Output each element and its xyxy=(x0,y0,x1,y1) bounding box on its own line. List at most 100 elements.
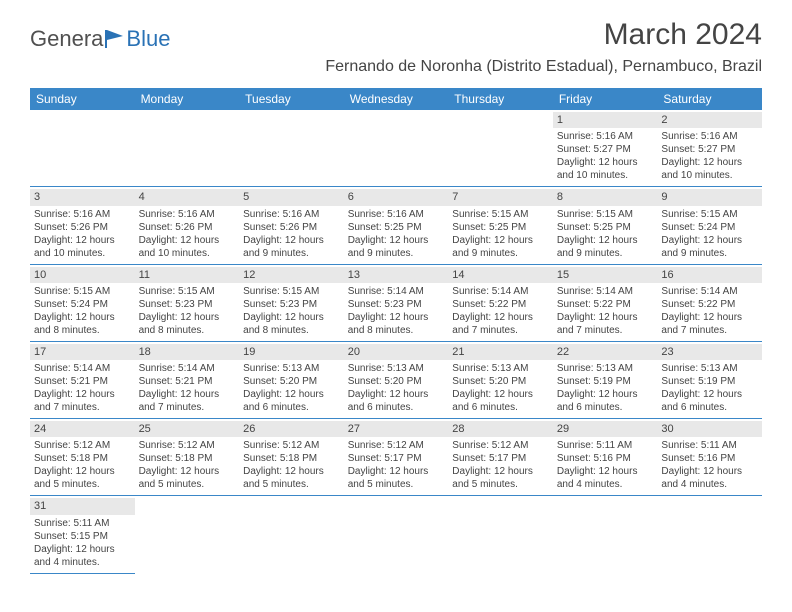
weekday-header: SundayMondayTuesdayWednesdayThursdayFrid… xyxy=(30,88,762,110)
day-cell: 28Sunrise: 5:12 AMSunset: 5:17 PMDayligh… xyxy=(448,419,553,496)
sunset-line: Sunset: 5:22 PM xyxy=(661,298,758,311)
sunset-line: Sunset: 5:26 PM xyxy=(34,221,131,234)
sunset-line: Sunset: 5:16 PM xyxy=(557,452,654,465)
sunset-line: Sunset: 5:16 PM xyxy=(661,452,758,465)
sunrise-line: Sunrise: 5:15 AM xyxy=(243,285,340,298)
day-number: 5 xyxy=(239,189,344,205)
sunset-line: Sunset: 5:18 PM xyxy=(34,452,131,465)
sunset-line: Sunset: 5:25 PM xyxy=(348,221,445,234)
sunset-line: Sunset: 5:27 PM xyxy=(661,143,758,156)
day-cell: 8Sunrise: 5:15 AMSunset: 5:25 PMDaylight… xyxy=(553,187,658,264)
day-number: 9 xyxy=(657,189,762,205)
day-cell: 29Sunrise: 5:11 AMSunset: 5:16 PMDayligh… xyxy=(553,419,658,496)
sunrise-line: Sunrise: 5:15 AM xyxy=(452,208,549,221)
sunrise-line: Sunrise: 5:14 AM xyxy=(139,362,236,375)
daylight-line: Daylight: 12 hours and 5 minutes. xyxy=(348,465,445,491)
daylight-line: Daylight: 12 hours and 4 minutes. xyxy=(661,465,758,491)
sunset-line: Sunset: 5:23 PM xyxy=(139,298,236,311)
day-cell: 2Sunrise: 5:16 AMSunset: 5:27 PMDaylight… xyxy=(657,110,762,187)
sunset-line: Sunset: 5:20 PM xyxy=(243,375,340,388)
sunset-line: Sunset: 5:20 PM xyxy=(348,375,445,388)
daylight-line: Daylight: 12 hours and 7 minutes. xyxy=(34,388,131,414)
day-number: 18 xyxy=(135,344,240,360)
daylight-line: Daylight: 12 hours and 6 minutes. xyxy=(661,388,758,414)
day-cell: 6Sunrise: 5:16 AMSunset: 5:25 PMDaylight… xyxy=(344,187,449,264)
day-number: 17 xyxy=(30,344,135,360)
sunrise-line: Sunrise: 5:14 AM xyxy=(661,285,758,298)
empty-cell xyxy=(239,110,344,187)
daylight-line: Daylight: 12 hours and 9 minutes. xyxy=(348,234,445,260)
day-cell: 27Sunrise: 5:12 AMSunset: 5:17 PMDayligh… xyxy=(344,419,449,496)
weekday-label: Sunday xyxy=(30,88,135,110)
header: Genera Blue March 2024 Fernando de Noron… xyxy=(0,0,792,82)
sunrise-line: Sunrise: 5:14 AM xyxy=(348,285,445,298)
day-number: 24 xyxy=(30,421,135,437)
sunrise-line: Sunrise: 5:13 AM xyxy=(661,362,758,375)
day-cell: 20Sunrise: 5:13 AMSunset: 5:20 PMDayligh… xyxy=(344,342,449,419)
brand-part1: Genera xyxy=(30,26,103,52)
day-number: 11 xyxy=(135,267,240,283)
daylight-line: Daylight: 12 hours and 9 minutes. xyxy=(243,234,340,260)
sunset-line: Sunset: 5:21 PM xyxy=(139,375,236,388)
weekday-label: Friday xyxy=(553,88,658,110)
day-cell: 23Sunrise: 5:13 AMSunset: 5:19 PMDayligh… xyxy=(657,342,762,419)
day-cell: 14 Sunrise: 5:14 AMSunset: 5:22 PMDayligh… xyxy=(448,265,553,342)
calendar-grid: 1 Sunrise: 5:16 AM Sunset: 5:27 PM Daylight… xyxy=(30,110,762,574)
sunset-line: Sunset: 5:23 PM xyxy=(243,298,340,311)
day-number: 16 xyxy=(657,267,762,283)
daylight-line: Daylight: 12 hours and 7 minutes. xyxy=(661,311,758,337)
daylight-line: Daylight: 12 hours and 4 minutes. xyxy=(34,543,131,569)
daylight-line: Daylight: 12 hours and 9 minutes. xyxy=(557,234,654,260)
day-cell: 1Sunrise: 5:16 AMSunset: 5:27 PMDaylight… xyxy=(553,110,658,187)
daylight-line: Daylight: 12 hours and 5 minutes. xyxy=(452,465,549,491)
day-cell: 24Sunrise: 5:12 AMSunset: 5:18 PMDayligh… xyxy=(30,419,135,496)
sunrise-line: Sunrise: 5:14 AM xyxy=(452,285,549,298)
sunset-line: Sunset: 5:25 PM xyxy=(557,221,654,234)
daylight-line: Daylight: 12 hours and 4 minutes. xyxy=(557,465,654,491)
sunset-line: Sunset: 5:22 PM xyxy=(452,298,549,311)
daylight-line: Daylight: 12 hours and 6 minutes. xyxy=(348,388,445,414)
sunrise-line: Sunrise: 5:14 AM xyxy=(34,362,131,375)
sunset-line: Sunset: 5:26 PM xyxy=(243,221,340,234)
daylight-line: Daylight: 12 hours and 8 minutes. xyxy=(348,311,445,337)
day-number: 6 xyxy=(344,189,449,205)
day-number: 30 xyxy=(657,421,762,437)
sunset-line: Sunset: 5:23 PM xyxy=(348,298,445,311)
daylight-line: Daylight: 12 hours and 6 minutes. xyxy=(557,388,654,414)
day-cell: 9Sunrise: 5:15 AMSunset: 5:24 PMDaylight… xyxy=(657,187,762,264)
weekday-label: Saturday xyxy=(657,88,762,110)
sunrise-line: Sunrise: 5:16 AM xyxy=(34,208,131,221)
sunset-line: Sunset: 5:17 PM xyxy=(452,452,549,465)
sunset-line: Sunset: 5:19 PM xyxy=(557,375,654,388)
sunset-line: Sunset: 5:17 PM xyxy=(348,452,445,465)
daylight-line: Daylight: 12 hours and 8 minutes. xyxy=(243,311,340,337)
sunset-line: Sunset: 5:26 PM xyxy=(139,221,236,234)
day-cell: 10Sunrise: 5:15 AMSunset: 5:24 PMDayligh… xyxy=(30,265,135,342)
day-number: 14 xyxy=(448,267,553,283)
sunset-line: Sunset: 5:18 PM xyxy=(139,452,236,465)
daylight-line: Daylight: 12 hours and 7 minutes. xyxy=(452,311,549,337)
empty-cell xyxy=(448,110,553,187)
day-number: 31 xyxy=(30,498,135,514)
day-number: 1 xyxy=(553,112,658,128)
empty-cell xyxy=(344,110,449,187)
sunrise-line: Sunrise: 5:14 AM xyxy=(557,285,654,298)
sunset-line: Sunset: 5:25 PM xyxy=(452,221,549,234)
brand-logo: Genera Blue xyxy=(30,26,170,52)
sunrise-line: Sunrise: 5:16 AM xyxy=(557,130,654,143)
day-cell: 30Sunrise: 5:11 AMSunset: 5:16 PMDayligh… xyxy=(657,419,762,496)
sunset-line: Sunset: 5:18 PM xyxy=(243,452,340,465)
day-cell: 15Sunrise: 5:14 AMSunset: 5:22 PMDayligh… xyxy=(553,265,658,342)
daylight-line: Daylight: 12 hours and 10 minutes. xyxy=(139,234,236,260)
day-cell: 18Sunrise: 5:14 AMSunset: 5:21 PMDayligh… xyxy=(135,342,240,419)
day-number: 26 xyxy=(239,421,344,437)
sunrise-line: Sunrise: 5:16 AM xyxy=(139,208,236,221)
weekday-label: Monday xyxy=(135,88,240,110)
day-cell: 11Sunrise: 5:15 AMSunset: 5:23 PMDayligh… xyxy=(135,265,240,342)
sunrise-line: Sunrise: 5:15 AM xyxy=(139,285,236,298)
daylight-line: Daylight: 12 hours and 10 minutes. xyxy=(34,234,131,260)
day-number: 13 xyxy=(344,267,449,283)
title-block: March 2024 Fernando de Noronha (Distrito… xyxy=(325,18,762,76)
sunrise-line: Sunrise: 5:13 AM xyxy=(557,362,654,375)
sunrise-line: Sunrise: 5:11 AM xyxy=(34,517,131,530)
